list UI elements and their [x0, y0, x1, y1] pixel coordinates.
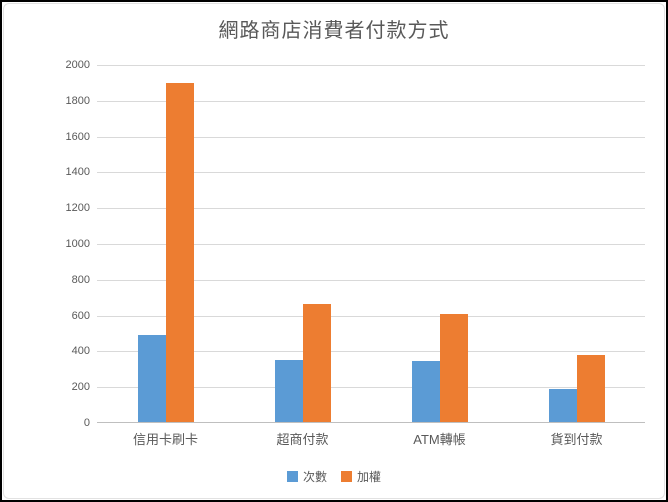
x-axis-label-4: 貨到付款 — [550, 432, 603, 447]
y-tick-label-1600: 1600 — [65, 130, 90, 143]
bar-group-3 — [371, 65, 508, 423]
y-tick-label-1200: 1200 — [65, 202, 90, 215]
y-tick-label-0: 0 — [83, 417, 90, 429]
bar-加權-信用卡刷卡 — [165, 82, 194, 423]
y-tick-label-1800: 1800 — [65, 94, 90, 107]
y-tick-label-2000: 2000 — [65, 59, 90, 71]
legend-item-加權: 加權 — [341, 468, 381, 485]
legend-swatch-加權 — [341, 471, 352, 482]
bar-group-2 — [234, 65, 371, 423]
y-tick-label-1000: 1000 — [65, 238, 90, 250]
bar-次數-超商付款 — [274, 360, 303, 423]
gridline-1000 — [97, 244, 645, 245]
x-axis-label-2: 超商付款 — [276, 432, 329, 447]
chart-title: 網路商店消費者付款方式 — [218, 20, 450, 42]
gridline-1200 — [97, 208, 645, 210]
bar-group-4 — [508, 65, 645, 423]
legend-swatch-次數 — [286, 471, 298, 482]
gridline-1400 — [97, 172, 645, 174]
bar-次數-ATM轉帳 — [411, 361, 440, 423]
y-tick-label-1400: 1400 — [65, 166, 90, 179]
legend-item-次數: 次數 — [286, 468, 327, 485]
chart-frame-border — [3, 3, 665, 499]
y-tick-label-800: 800 — [71, 273, 90, 286]
gridline-1800 — [97, 100, 645, 102]
bar-次數-信用卡刷卡 — [137, 335, 166, 423]
bar-次數-貨到付款 — [548, 389, 577, 423]
legend-label-次數: 次數 — [302, 470, 327, 484]
gridline-2000 — [97, 65, 645, 66]
gridline-400 — [97, 351, 645, 353]
x-axis-label-3: ATM轉帳 — [413, 432, 466, 447]
bar-加權-貨到付款 — [576, 354, 605, 423]
y-tick-label-200: 200 — [71, 381, 90, 394]
y-axis: 0 200 400 600 800 1000 1200 1400 1600 1800 2000 — [2, 59, 90, 429]
x-axis-line — [97, 422, 645, 423]
bar-groups — [97, 65, 645, 423]
legend: 次數 加權 — [2, 468, 666, 485]
bar-加權-ATM轉帳 — [439, 313, 468, 423]
gridline-600 — [97, 315, 645, 317]
bar-加權-超商付款 — [302, 303, 331, 423]
gridline-1600 — [97, 136, 645, 138]
bar-group-1 — [97, 65, 234, 423]
gridline-800 — [97, 279, 645, 281]
y-tick-label-400: 400 — [71, 345, 90, 358]
x-axis-label-1: 信用卡刷卡 — [132, 432, 198, 447]
gridline-200 — [97, 387, 645, 389]
legend-label-加權: 加權 — [357, 470, 382, 484]
y-tick-label-600: 600 — [71, 309, 90, 322]
plot-area — [97, 65, 645, 423]
x-axis-labels: 信用卡刷卡 超商付款 ATM轉帳 貨到付款 — [97, 429, 645, 448]
